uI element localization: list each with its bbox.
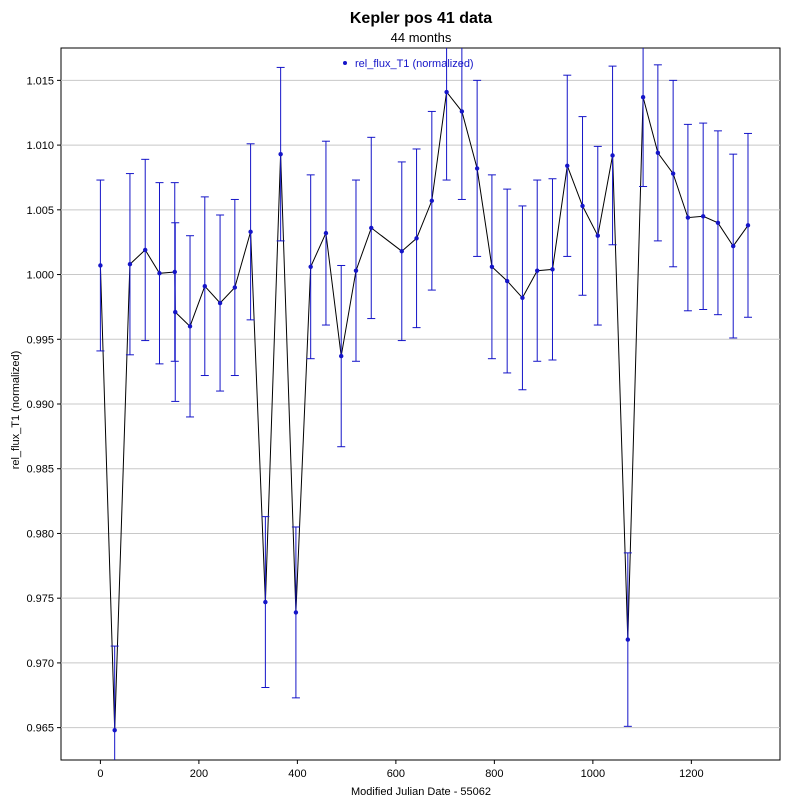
data-point (670, 171, 676, 176)
data-point (157, 271, 162, 276)
y-tick-label: 0.990 (26, 399, 54, 411)
y-tick-label: 0.980 (26, 528, 54, 540)
x-tick-label: 1000 (581, 768, 605, 780)
data-point (143, 247, 148, 253)
grid-lines (61, 79, 780, 729)
data-point (625, 637, 631, 642)
data-point (232, 285, 238, 290)
data-point (685, 215, 691, 220)
data-point (308, 264, 313, 269)
data-point (489, 264, 495, 269)
x-tick-label: 200 (190, 768, 208, 780)
data-point (550, 267, 555, 272)
error-bar (442, 48, 451, 181)
y-tick-label: 1.005 (26, 205, 54, 217)
x-tick-label: 800 (485, 768, 503, 780)
data-point (565, 163, 570, 169)
y-tick-label: 0.965 (26, 723, 54, 735)
error-bar (110, 645, 119, 760)
data-point (399, 249, 404, 254)
y-axis-label: rel_flux_T1 (normalized) (10, 351, 22, 470)
data-point (580, 203, 585, 209)
legend-label: rel_flux_T1 (normalized) (355, 58, 474, 70)
data-point (278, 151, 283, 157)
data-point (202, 283, 207, 289)
y-tick-label: 0.975 (26, 593, 54, 605)
data-point (610, 153, 615, 158)
data-point (248, 229, 253, 235)
data-point (655, 150, 661, 156)
legend-marker (343, 61, 347, 65)
series-line (99, 90, 749, 731)
y-tick-label: 1.000 (26, 270, 54, 282)
data-point (731, 243, 736, 249)
data-point (459, 109, 465, 114)
data-point (293, 610, 299, 615)
y-tick-label: 0.970 (26, 658, 54, 670)
y-tick-label: 0.995 (26, 334, 54, 346)
error-bar (457, 48, 466, 200)
data-point (535, 268, 540, 273)
data-point (520, 295, 525, 301)
data-point (504, 278, 510, 284)
data-point (715, 220, 721, 225)
data-point (369, 225, 374, 231)
y-ticks: 0.965 0.970 0.975 0.980 0.985 0.990 0.995 1.000… (26, 75, 61, 735)
y-tick-label: 1.010 (26, 140, 54, 152)
data-point (745, 223, 751, 228)
data-point (217, 300, 223, 306)
data-point (339, 353, 344, 359)
data-point (640, 94, 646, 100)
series-line-path (99, 90, 749, 731)
data-point (595, 233, 600, 238)
data-point (429, 198, 435, 203)
x-ticks: 0 200 400 600 800 1000 1200 (97, 760, 704, 780)
data-point (353, 268, 359, 273)
data-point (444, 89, 449, 95)
data-point (172, 269, 177, 275)
x-tick-label: 400 (288, 768, 306, 780)
data-point (263, 599, 268, 605)
data-point (187, 324, 193, 329)
chart-title: Kepler pos 41 data (350, 10, 492, 27)
data-points (98, 89, 751, 733)
legend: rel_flux_T1 (normalized) (343, 58, 474, 70)
data-point (112, 728, 117, 733)
x-tick-label: 600 (387, 768, 405, 780)
data-point (474, 166, 480, 171)
data-point (414, 236, 419, 241)
x-axis-label: Modified Julian Date - 55062 (351, 786, 491, 798)
data-point (700, 214, 706, 219)
data-point (98, 263, 103, 268)
data-point (323, 230, 329, 236)
data-point (127, 261, 133, 267)
data-point (173, 309, 178, 315)
x-tick-label: 1200 (679, 768, 703, 780)
x-tick-label: 0 (97, 768, 103, 780)
y-tick-label: 1.015 (26, 75, 54, 87)
y-tick-label: 0.985 (26, 464, 54, 476)
chart-subtitle: 44 months (391, 30, 452, 45)
error-bar (639, 48, 648, 188)
